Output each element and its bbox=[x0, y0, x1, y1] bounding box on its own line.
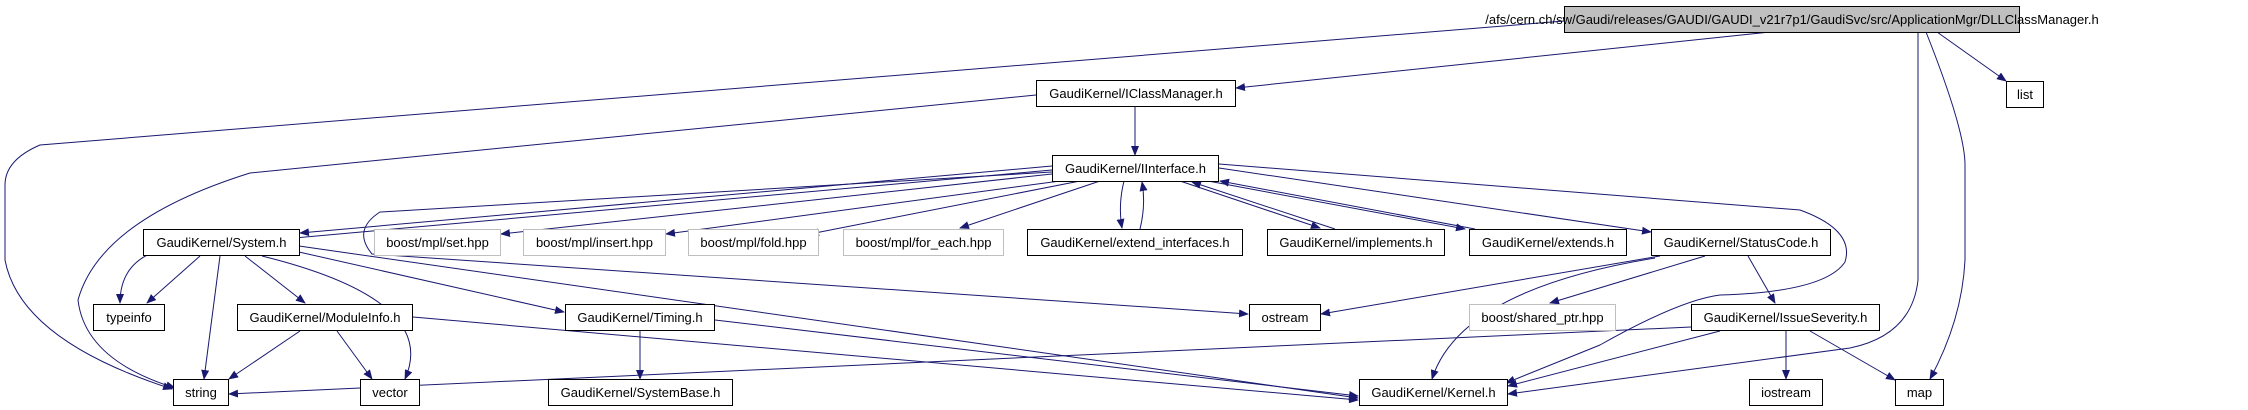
edge-iinterface-to-system bbox=[299, 165, 1053, 237]
edge-iinterface-to-set bbox=[500, 173, 1053, 238]
node-boost-mpl-insert: boost/mpl/insert.hpp bbox=[523, 229, 666, 256]
node-iclassmanager[interactable]: GaudiKernel/IClassManager.h bbox=[1036, 80, 1236, 107]
edge-moduleinfo-to-vector bbox=[336, 330, 373, 380]
edge-root-to-list bbox=[1936, 31, 2007, 82]
node-issueseverity[interactable]: GaudiKernel/IssueSeverity.h bbox=[1691, 304, 1880, 331]
edge-iinterface-to-ostream bbox=[363, 171, 1249, 318]
node-list: list bbox=[2006, 81, 2044, 108]
node-moduleinfo[interactable]: GaudiKernel/ModuleInfo.h bbox=[237, 304, 413, 331]
edge-extend-interfaces-to-iinterface bbox=[1139, 181, 1148, 230]
edge-moduleinfo-to-string bbox=[228, 330, 301, 380]
node-iostream: iostream bbox=[1749, 379, 1823, 406]
node-extend-interfaces[interactable]: GaudiKernel/extend_interfaces.h bbox=[1027, 229, 1243, 256]
edge-statuscode-to-shared-ptr bbox=[1549, 255, 1706, 305]
edge-iinterface-to-implements bbox=[1179, 180, 1321, 229]
edge-issueseverity-to-kernel bbox=[1507, 330, 1721, 388]
edge-system-to-kernel bbox=[298, 245, 1359, 401]
node-timing[interactable]: GaudiKernel/Timing.h bbox=[565, 304, 715, 331]
edge-statuscode-to-ostream bbox=[1320, 255, 1661, 317]
edge-issueseverity-to-map bbox=[1809, 330, 1896, 381]
edge-timing-to-kernel bbox=[714, 319, 1359, 399]
node-boost-mpl-fold: boost/mpl/fold.hpp bbox=[688, 229, 819, 256]
node-root-file: /afs/cern.ch/sw/Gaudi/releases/GAUDI/GAU… bbox=[1485, 6, 2099, 33]
node-system[interactable]: GaudiKernel/System.h bbox=[143, 229, 300, 256]
edge-system-to-typeinfo bbox=[146, 255, 201, 304]
edge-extends-to-iinterface bbox=[1219, 178, 1476, 230]
node-kernel[interactable]: GaudiKernel/Kernel.h bbox=[1359, 379, 1508, 406]
node-boost-mpl-set: boost/mpl/set.hpp bbox=[374, 229, 501, 256]
edge-system-to-string bbox=[201, 255, 221, 380]
edge-iinterface-to-extend-interfaces bbox=[1116, 180, 1125, 229]
node-iinterface[interactable]: GaudiKernel/IInterface.h bbox=[1052, 155, 1219, 182]
edge-iinterface-to-for-each bbox=[959, 180, 1101, 229]
edge-root-to-string bbox=[4, 18, 1590, 391]
node-systembase[interactable]: GaudiKernel/SystemBase.h bbox=[548, 379, 733, 406]
edge-implements-to-iinterface bbox=[1191, 181, 1336, 230]
edge-iinterface-to-fold bbox=[809, 180, 1081, 237]
node-boost-shared-ptr: boost/shared_ptr.hpp bbox=[1469, 304, 1616, 331]
node-implements[interactable]: GaudiKernel/implements.h bbox=[1267, 229, 1445, 256]
edge-iinterface-to-kernel bbox=[1218, 163, 1847, 384]
edge-issueseverity-to-string bbox=[228, 326, 1692, 398]
node-typeinfo: typeinfo bbox=[93, 304, 165, 331]
edge-root-to-map bbox=[1925, 31, 1966, 380]
edge-system-to-timing bbox=[298, 251, 565, 314]
node-map: map bbox=[1895, 379, 1944, 406]
edge-statuscode-to-issueseverity bbox=[1747, 255, 1776, 304]
node-string: string bbox=[173, 379, 229, 406]
edge-root-to-kernel bbox=[1507, 32, 1919, 397]
node-statuscode[interactable]: GaudiKernel/StatusCode.h bbox=[1651, 229, 1831, 256]
edge-iinterface-to-insert bbox=[665, 180, 1061, 237]
edge-iinterface-to-extends bbox=[1207, 180, 1466, 232]
node-boost-mpl-for-each: boost/mpl/for_each.hpp bbox=[843, 229, 1004, 256]
edge-iclassmanager-to-string bbox=[77, 94, 1037, 390]
edge-root-to-iclassmanager bbox=[1235, 31, 1771, 92]
node-vector: vector bbox=[360, 379, 420, 406]
edge-iinterface-to-statuscode bbox=[1218, 167, 1652, 235]
edge-system-to-moduleinfo bbox=[244, 255, 306, 304]
node-extends[interactable]: GaudiKernel/extends.h bbox=[1469, 229, 1627, 256]
node-ostream: ostream bbox=[1249, 304, 1321, 331]
